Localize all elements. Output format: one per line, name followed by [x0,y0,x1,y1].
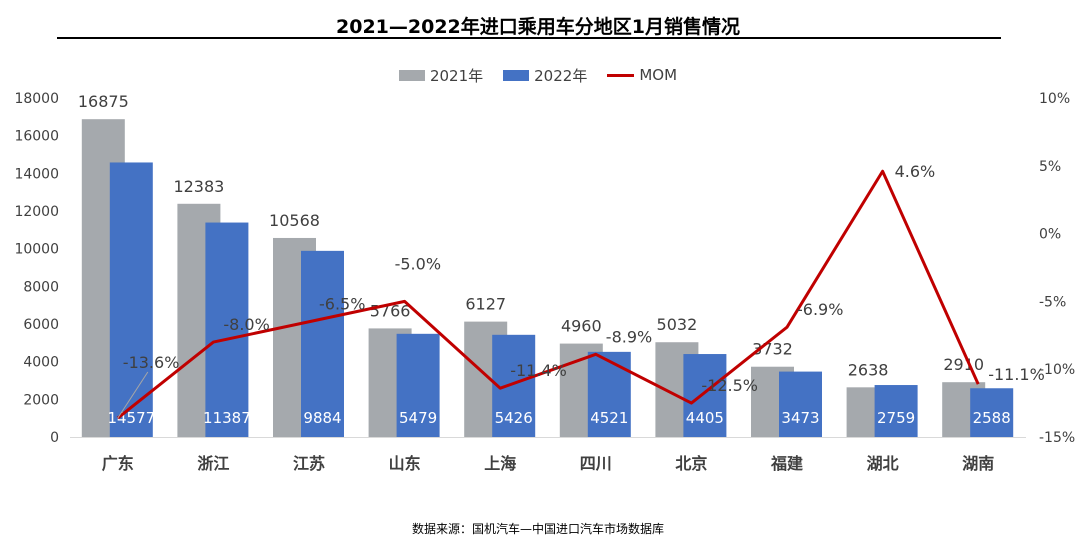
mom-data-label: -8.0% [223,315,269,334]
bar-2022 [301,250,344,437]
bar-2022 [205,222,249,437]
bar-2022 [970,388,1014,437]
y-right-tick-label: 10% [1039,91,1070,107]
y-right-tick-label: 0% [1039,227,1061,243]
x-category-label: 湖北 [867,454,899,473]
legend-swatch-2021 [398,69,425,81]
bar-label-2022: 5479 [399,409,437,427]
y-left-tick-label: 14000 [14,166,59,182]
y-left-tick-label: 12000 [14,204,59,220]
bar-label-2022: 5426 [495,409,533,427]
x-category-label: 福建 [770,454,803,473]
legend-item-mom: MOM [607,66,677,84]
x-category-label: 北京 [675,454,707,473]
bar-label-2022: 2759 [877,409,915,427]
mom-data-label: -8.9% [606,327,652,346]
legend-label-2022: 2022年 [534,66,588,85]
y-left-tick-label: 6000 [23,317,59,333]
mom-line [116,169,980,420]
legend-label-mom: MOM [639,66,678,84]
title-underline [57,37,1001,39]
legend-item-2021: 2021年 [398,65,484,86]
mom-label-leader [117,371,149,419]
y-left-tick-label: 4000 [23,355,59,371]
mom-data-label: -6.5% [319,295,365,314]
bar-label-2021: 5032 [657,315,698,334]
bar-label-2021: 2638 [848,360,889,379]
y-right-tick-label: 5% [1039,159,1061,175]
legend-swatch-mom [607,73,635,77]
y-left-tick-label: 8000 [23,279,59,295]
y-left-tick-label: 18000 [14,91,59,107]
legend-label-2021: 2021年 [429,66,484,85]
x-category-label: 山东 [389,454,421,473]
bar-label-2022: 11387 [203,409,251,427]
mom-data-label: -11.4% [510,361,567,380]
bar-label-2022: 14577 [107,409,155,427]
x-category-label: 江苏 [293,454,325,473]
y-left-tick-label: 10000 [14,242,59,258]
bar-label-2022: 9884 [303,409,341,427]
bar-2022 [779,371,822,437]
legend: 2021年 2022年 MOM [0,64,1076,86]
bar-label-2021: 10568 [269,211,320,230]
bar-label-2022: 4521 [590,409,628,427]
bar-label-2021: 2910 [943,355,984,374]
bar-2022 [587,351,631,437]
x-category-label: 广东 [102,454,134,473]
mom-data-label: -5.0% [395,254,441,273]
bar-2022 [874,385,918,437]
source-note: 数据来源：国机汽车—中国进口汽车市场数据库 [411,522,664,536]
y-right-tick-label: -10% [1039,362,1075,378]
x-category-label: 上海 [484,454,516,473]
mom-data-label: -13.6% [123,353,180,372]
x-category-label: 浙江 [197,454,229,473]
bar-label-2021: 3732 [752,340,793,359]
bar-label-2021: 6127 [465,295,506,314]
mom-data-label: -11.1% [988,365,1045,384]
bar-2022 [109,162,153,438]
legend-item-2022: 2022年 [503,65,587,86]
x-category-label: 湖南 [962,454,994,473]
bar-label-2021: 4960 [561,317,602,336]
mom-data-label: 4.6% [895,162,936,181]
bar-2022 [396,333,440,437]
bar-label-2022: 2588 [973,409,1011,427]
legend-swatch-2022 [503,69,530,81]
y-right-tick-label: -15% [1039,430,1075,446]
bar-2022 [683,354,727,437]
y-right-tick-label: -5% [1039,294,1066,310]
bar-label-2021: 16875 [78,92,129,111]
bar-label-2021: 12383 [173,177,224,196]
bar-label-2022: 4405 [686,409,724,427]
y-left-tick-label: 2000 [23,392,59,408]
y-left-tick-label: 0 [50,430,59,446]
mom-data-label: -6.9% [797,300,843,319]
mom-data-label: -12.5% [701,376,758,395]
bar-label-2022: 3473 [781,409,819,427]
y-left-tick-label: 16000 [14,129,59,145]
x-category-label: 四川 [580,454,612,473]
chart-title: 2021—2022年进口乘用车分地区1月销售情况 [336,16,740,38]
